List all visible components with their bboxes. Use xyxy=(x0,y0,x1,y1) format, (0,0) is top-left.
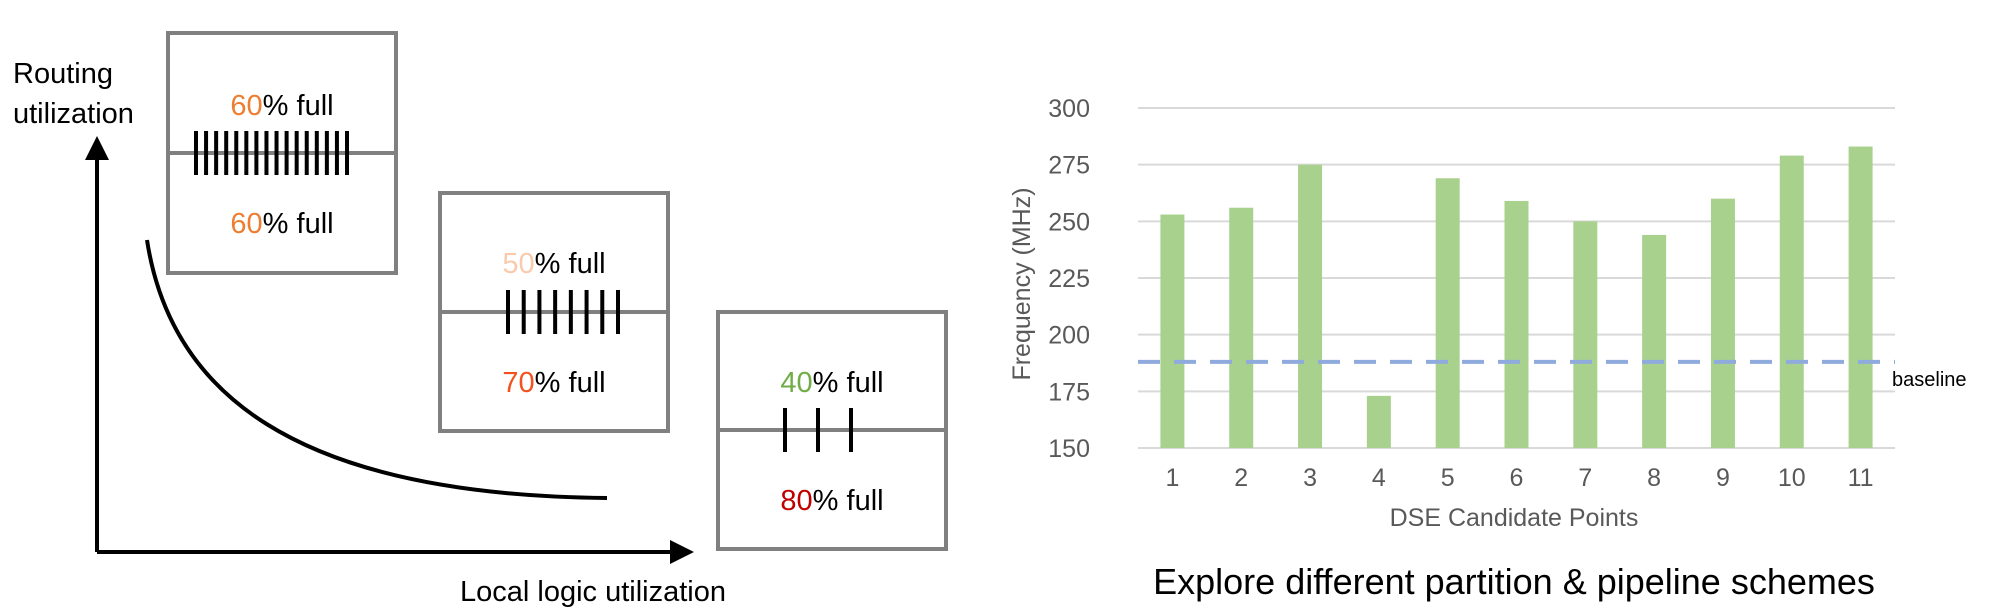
utilization-box-1: 60% full 60% full xyxy=(166,31,398,275)
x-axis-label: Local logic utilization xyxy=(460,576,726,608)
box-2-bottom-value: 70 xyxy=(502,367,534,399)
box-1-top-value: 60 xyxy=(230,90,262,122)
bar-9 xyxy=(1710,198,1735,448)
y-tick-label-225: 225 xyxy=(1048,265,1090,293)
x-tick-label-1: 1 xyxy=(1165,464,1179,492)
x-tick-label-4: 4 xyxy=(1372,464,1386,492)
box-2-top-value: 50 xyxy=(502,248,534,280)
box-3-top-value: 40 xyxy=(780,367,812,399)
bar-2 xyxy=(1229,207,1254,448)
utilization-box-3: 40% full 80% full xyxy=(716,310,948,551)
x-tick-labels: 1 2 3 4 5 6 7 8 9 10 11 xyxy=(1165,464,1873,492)
y-tick-label-175: 175 xyxy=(1048,378,1090,406)
bar-3 xyxy=(1298,164,1323,448)
x-tick-label-8: 8 xyxy=(1647,464,1661,492)
box-1-bottom-suffix: % full xyxy=(263,208,334,240)
frequency-bar-chart: 150 175 200 225 250 275 300 1 2 3 4 5 6 7 8 9 10 11 base… xyxy=(1008,95,1967,602)
y-tick-label-300: 300 xyxy=(1048,95,1090,123)
box-2-top-label: 50% full xyxy=(502,248,605,280)
bar-6 xyxy=(1504,200,1529,448)
bars xyxy=(1160,146,1873,449)
baseline-label: baseline xyxy=(1892,369,1967,391)
x-axis-title: DSE Candidate Points xyxy=(1390,504,1639,532)
bar-7 xyxy=(1573,221,1598,448)
y-tick-labels: 150 175 200 225 250 275 300 xyxy=(1048,95,1090,463)
tradeoff-curve xyxy=(145,239,608,500)
box-3-top-suffix: % full xyxy=(813,367,884,399)
box-1-top-suffix: % full xyxy=(263,90,334,122)
bar-11 xyxy=(1848,146,1873,449)
y-axis-label-line2: utilization xyxy=(13,98,134,130)
x-tick-label-11: 11 xyxy=(1848,464,1874,492)
box-1-bottom-label: 60% full xyxy=(230,208,333,240)
x-tick-label-6: 6 xyxy=(1510,464,1524,492)
x-tick-label-2: 2 xyxy=(1234,464,1248,492)
chart-title: Explore different partition & pipeline s… xyxy=(1153,561,1875,602)
box-3-bottom-value: 80 xyxy=(780,485,812,517)
box-3-bottom-label: 80% full xyxy=(780,485,883,517)
x-tick-label-9: 9 xyxy=(1716,464,1730,492)
x-tick-label-10: 10 xyxy=(1778,464,1806,492)
x-tick-label-3: 3 xyxy=(1303,464,1317,492)
box-1-bottom-value: 60 xyxy=(230,208,262,240)
y-axis-label-line1: Routing xyxy=(13,58,113,90)
y-tick-label-150: 150 xyxy=(1048,435,1090,463)
x-tick-label-7: 7 xyxy=(1578,464,1592,492)
box-2-top-suffix: % full xyxy=(535,248,606,280)
y-tick-label-275: 275 xyxy=(1048,152,1090,180)
box-1-wires xyxy=(194,131,349,175)
x-tick-label-5: 5 xyxy=(1441,464,1455,492)
bar-5 xyxy=(1435,178,1460,448)
utilization-box-2: 50% full 70% full xyxy=(438,191,670,433)
utilization-tradeoff-diagram: Routing utilization Local logic utilizat… xyxy=(13,31,948,608)
box-1-top-label: 60% full xyxy=(230,90,333,122)
bar-8 xyxy=(1642,234,1667,448)
box-2-bottom-label: 70% full xyxy=(502,367,605,399)
bar-4 xyxy=(1366,395,1391,448)
y-tick-label-250: 250 xyxy=(1048,208,1090,236)
box-3-top-label: 40% full xyxy=(780,367,883,399)
y-tick-label-200: 200 xyxy=(1048,322,1090,350)
bar-1 xyxy=(1160,214,1185,448)
box-2-wires xyxy=(506,290,620,334)
box-2-bottom-suffix: % full xyxy=(535,367,606,399)
box-3-wires xyxy=(783,408,853,452)
box-3-bottom-suffix: % full xyxy=(813,485,884,517)
y-axis-title: Frequency (MHz) xyxy=(1008,187,1036,380)
bar-10 xyxy=(1779,155,1804,448)
